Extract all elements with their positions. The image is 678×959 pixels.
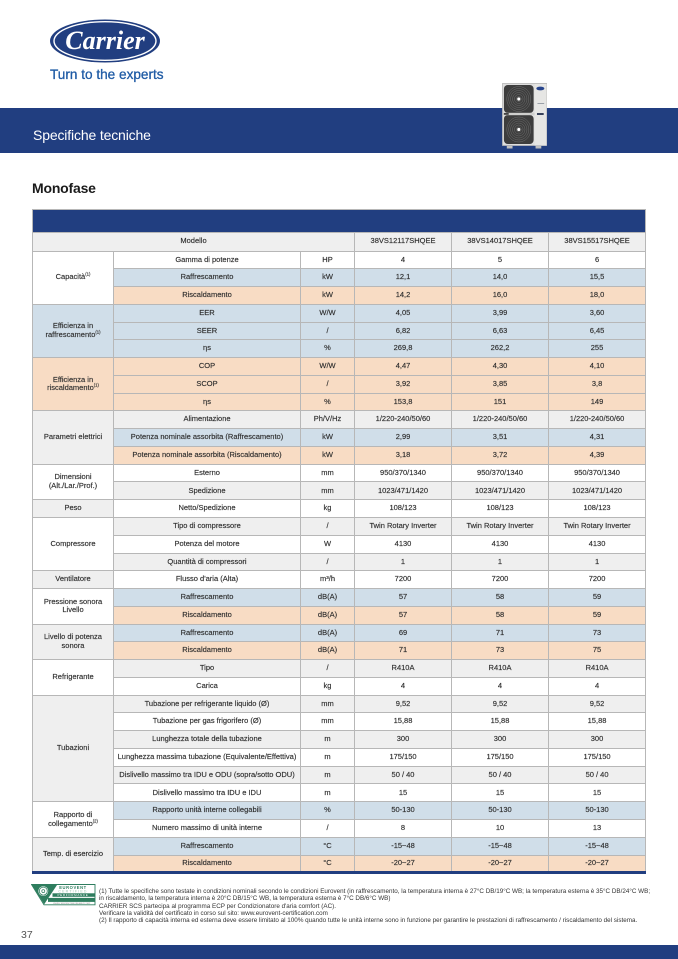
svg-text:Carrier: Carrier bbox=[65, 26, 145, 55]
svg-text:EUROVENT: EUROVENT bbox=[59, 885, 87, 890]
svg-text:ENERGY EFFICIENCY AND RELIABIL: ENERGY EFFICIENCY AND RELIABILITY CERT. bbox=[53, 902, 91, 905]
svg-text:PERFORMANCE: PERFORMANCE bbox=[57, 893, 88, 897]
svg-text:CERTIFIED: CERTIFIED bbox=[58, 889, 87, 893]
